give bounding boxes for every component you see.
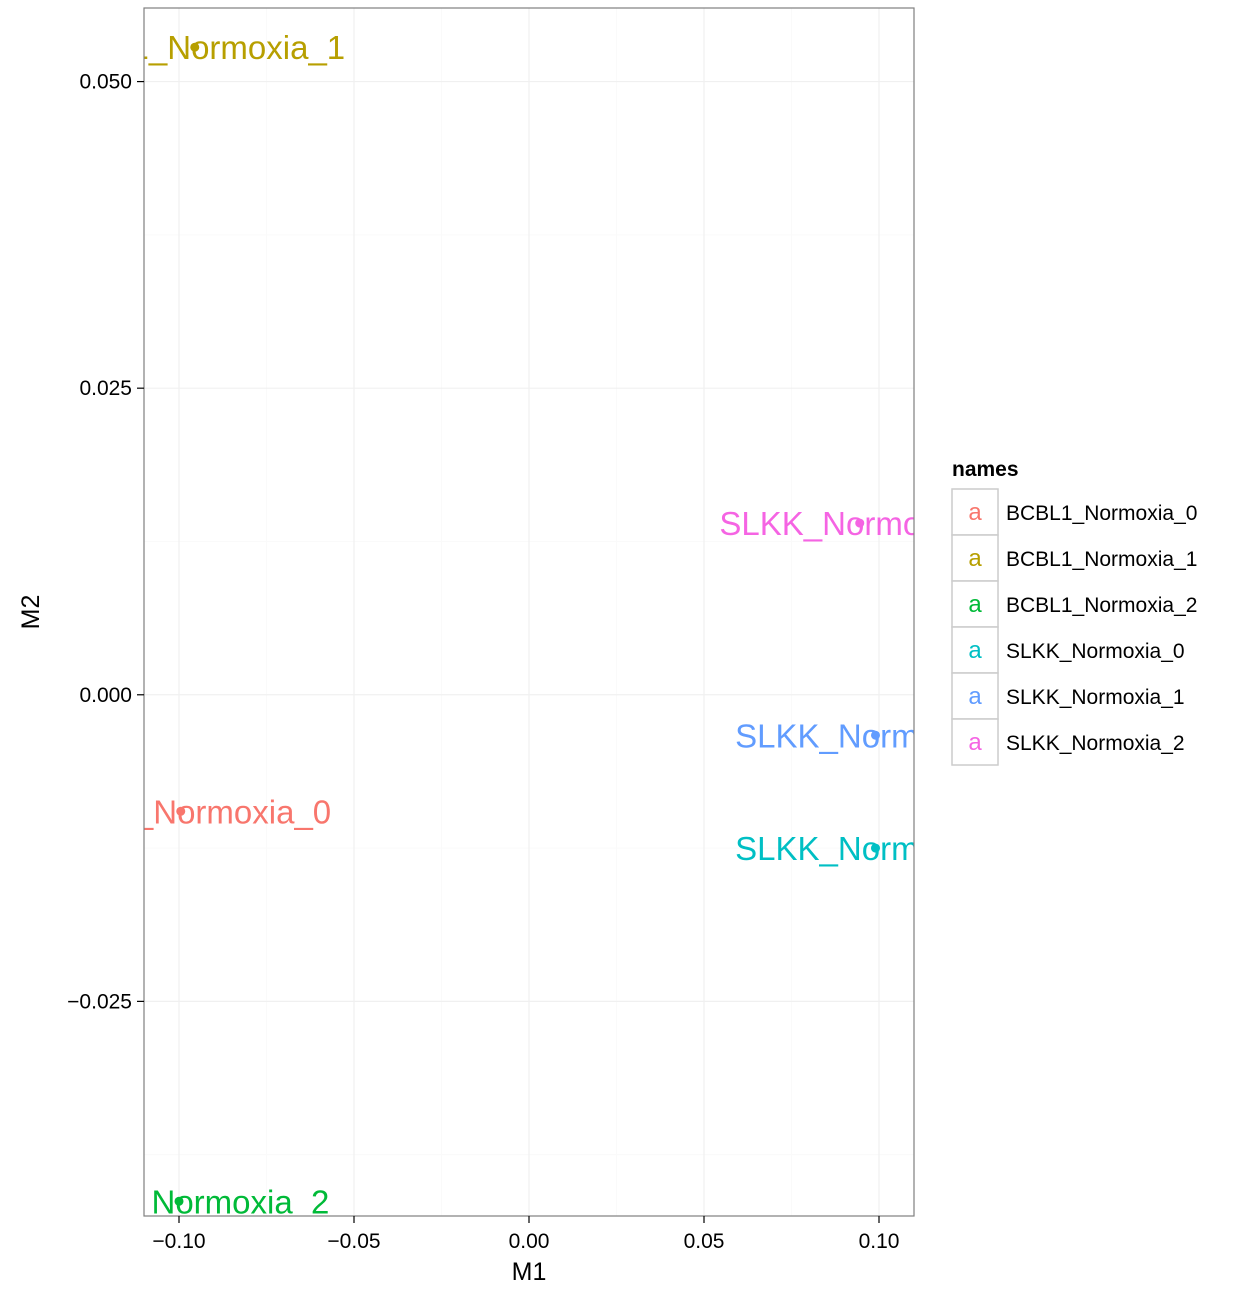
legend-key-glyph: a — [968, 499, 982, 526]
legend-key — [951, 488, 999, 536]
y-axis-title: M2 — [17, 595, 45, 630]
legend-label: BCBL1_Normoxia_1 — [1006, 548, 1197, 571]
legend-title: names — [952, 458, 1019, 481]
x-axis: −0.10 −0.05 0.00 0.05 0.10 — [152, 1216, 899, 1253]
point-label: SLKK_Normoxia_2 — [719, 505, 1000, 542]
legend-item: a SLKK_Normoxia_1 — [951, 672, 1185, 720]
x-tick-label: −0.05 — [327, 1230, 380, 1253]
x-tick-label: 0.10 — [859, 1230, 900, 1253]
legend-label: BCBL1_Normoxia_2 — [1006, 594, 1197, 617]
legend-key-glyph: a — [968, 729, 982, 756]
x-axis-title: M1 — [512, 1258, 547, 1286]
point-label: BCBL1_Normoxia_1 — [44, 29, 345, 66]
legend-key-glyph: a — [968, 683, 982, 710]
data-point — [871, 730, 880, 740]
legend-item: a BCBL1_Normoxia_2 — [951, 580, 1197, 628]
data-point — [174, 1196, 184, 1206]
data-point — [176, 806, 186, 816]
data-point — [855, 518, 865, 528]
legend: names a BCBL1_Normoxia_0a BCBL1_Normoxia_1… — [951, 458, 1197, 766]
legend-key — [951, 534, 999, 582]
legend-key-glyph: a — [968, 545, 982, 572]
y-axis: −0.025 0.000 0.025 0.050 — [67, 71, 144, 1013]
data-point — [871, 843, 880, 853]
y-tick-label: 0.000 — [79, 684, 132, 707]
legend-item: a BCBL1_Normoxia_0 — [951, 488, 1197, 536]
legend-label: SLKK_Normoxia_1 — [1006, 686, 1185, 709]
point-label: BCBL1_Normoxia_2 — [29, 1183, 330, 1220]
x-tick-label: 0.00 — [509, 1230, 550, 1253]
x-tick-label: 0.05 — [684, 1230, 725, 1253]
legend-label: BCBL1_Normoxia_0 — [1006, 502, 1197, 525]
legend-key-glyph: a — [968, 637, 982, 664]
legend-label: SLKK_Normoxia_0 — [1006, 640, 1185, 663]
point-label: BCBL1_Normoxia_0 — [30, 793, 331, 830]
data-point — [190, 42, 200, 52]
legend-key — [951, 718, 999, 766]
grid-major — [144, 8, 914, 1216]
y-tick-label: 0.025 — [79, 377, 132, 400]
legend-label: SLKK_Normoxia_2 — [1006, 732, 1185, 755]
legend-item: a SLKK_Normoxia_2 — [951, 718, 1185, 766]
y-tick-label: −0.025 — [67, 990, 132, 1013]
points-layer: BCBL1_Normoxia_0 BCBL1_Normoxia_1 BCBL1_No… — [29, 29, 1016, 1220]
point-label: SLKK_Normoxia_1 — [735, 717, 1016, 754]
legend-key — [951, 672, 999, 720]
legend-key-glyph: a — [968, 591, 982, 618]
point-label: SLKK_Normoxia_0 — [735, 830, 1016, 867]
legend-item: a SLKK_Normoxia_0 — [951, 626, 1185, 674]
x-tick-label: −0.10 — [152, 1230, 205, 1253]
legend-item: a BCBL1_Normoxia_1 — [951, 534, 1197, 582]
legend-key — [951, 626, 999, 674]
y-tick-label: 0.050 — [79, 71, 132, 94]
